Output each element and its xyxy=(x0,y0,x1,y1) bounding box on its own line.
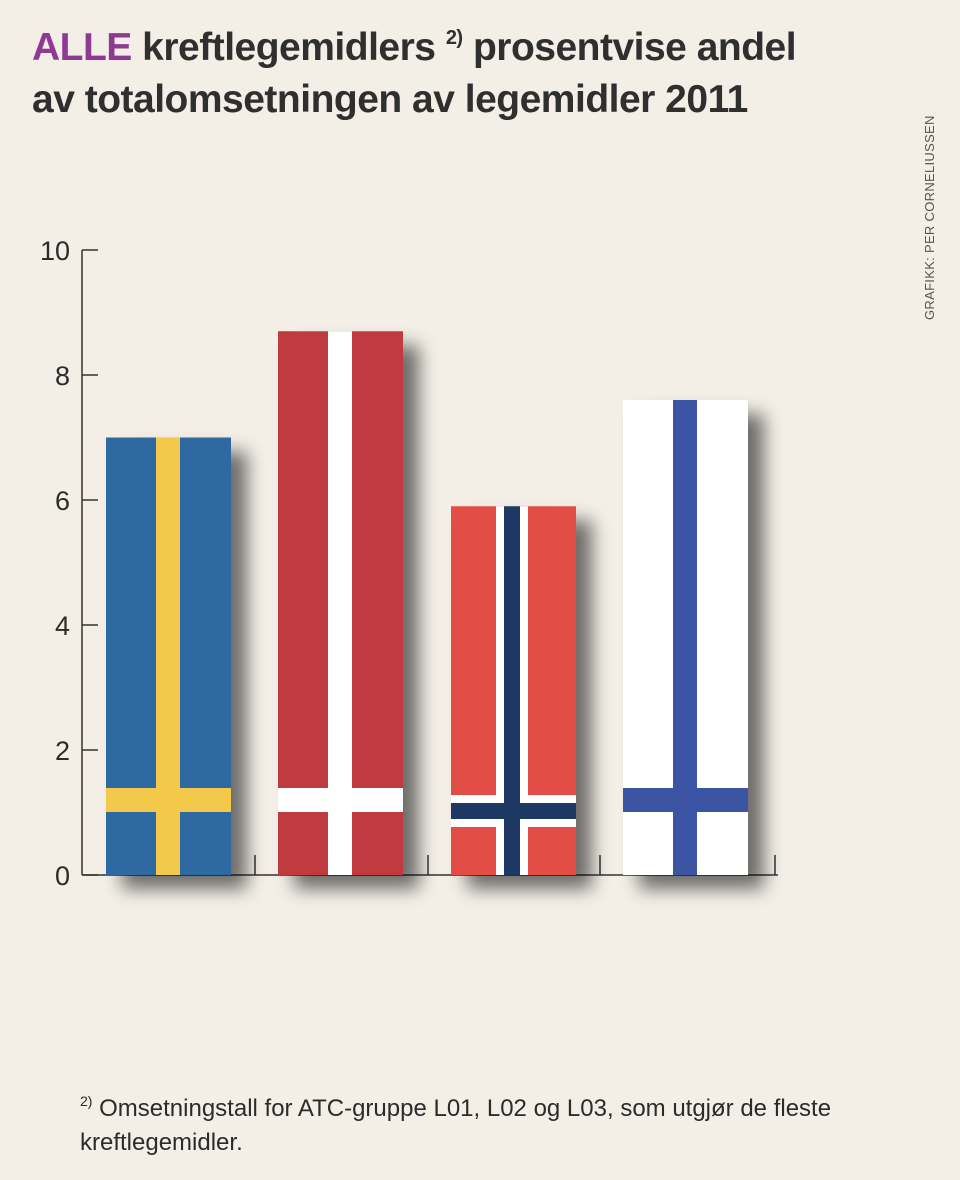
bar-norway-flag xyxy=(451,506,576,875)
title-footnote-marker: 2) xyxy=(445,27,463,49)
bar-sweden-flag xyxy=(106,437,231,875)
flag-cross-horizontal xyxy=(623,788,748,812)
bar-chart: 0 2 4 6 8 10 xyxy=(40,236,778,891)
y-tick-label: 0 xyxy=(55,861,70,891)
y-tick-label: 8 xyxy=(55,361,70,391)
footnote-marker: 2) xyxy=(80,1093,93,1109)
footnote-text: Omsetningstall for ATC-gruppe L01, L02 o… xyxy=(80,1095,832,1156)
title-line1: kreftlegemidlers xyxy=(131,26,436,69)
chart-bars xyxy=(106,331,748,875)
flag-cross-horizontal-blue xyxy=(451,803,576,819)
flag-cross-horizontal xyxy=(278,788,403,812)
y-tick-label: 4 xyxy=(55,611,70,641)
title-line1-end: prosentvise andel xyxy=(462,26,797,69)
bar-denmark-flag xyxy=(278,331,403,875)
y-tick-label: 6 xyxy=(55,486,70,516)
flag-cross-horizontal xyxy=(106,788,231,812)
title-line2: av totalomsetningen av legemidler 2011 xyxy=(32,78,748,121)
title-highlight: ALLE xyxy=(32,26,132,69)
chart-title: ALLE kreftlegemidlers 2) prosentvise and… xyxy=(32,22,892,126)
flag-cross-vertical-blue xyxy=(504,506,520,875)
y-tick-label: 10 xyxy=(40,236,70,266)
y-tick-label: 2 xyxy=(55,736,70,766)
bar-finland-flag xyxy=(623,400,748,875)
footnote: 2) Omsetningstall for ATC-gruppe L01, L0… xyxy=(80,1092,920,1160)
flag-cross-vertical xyxy=(328,331,352,875)
